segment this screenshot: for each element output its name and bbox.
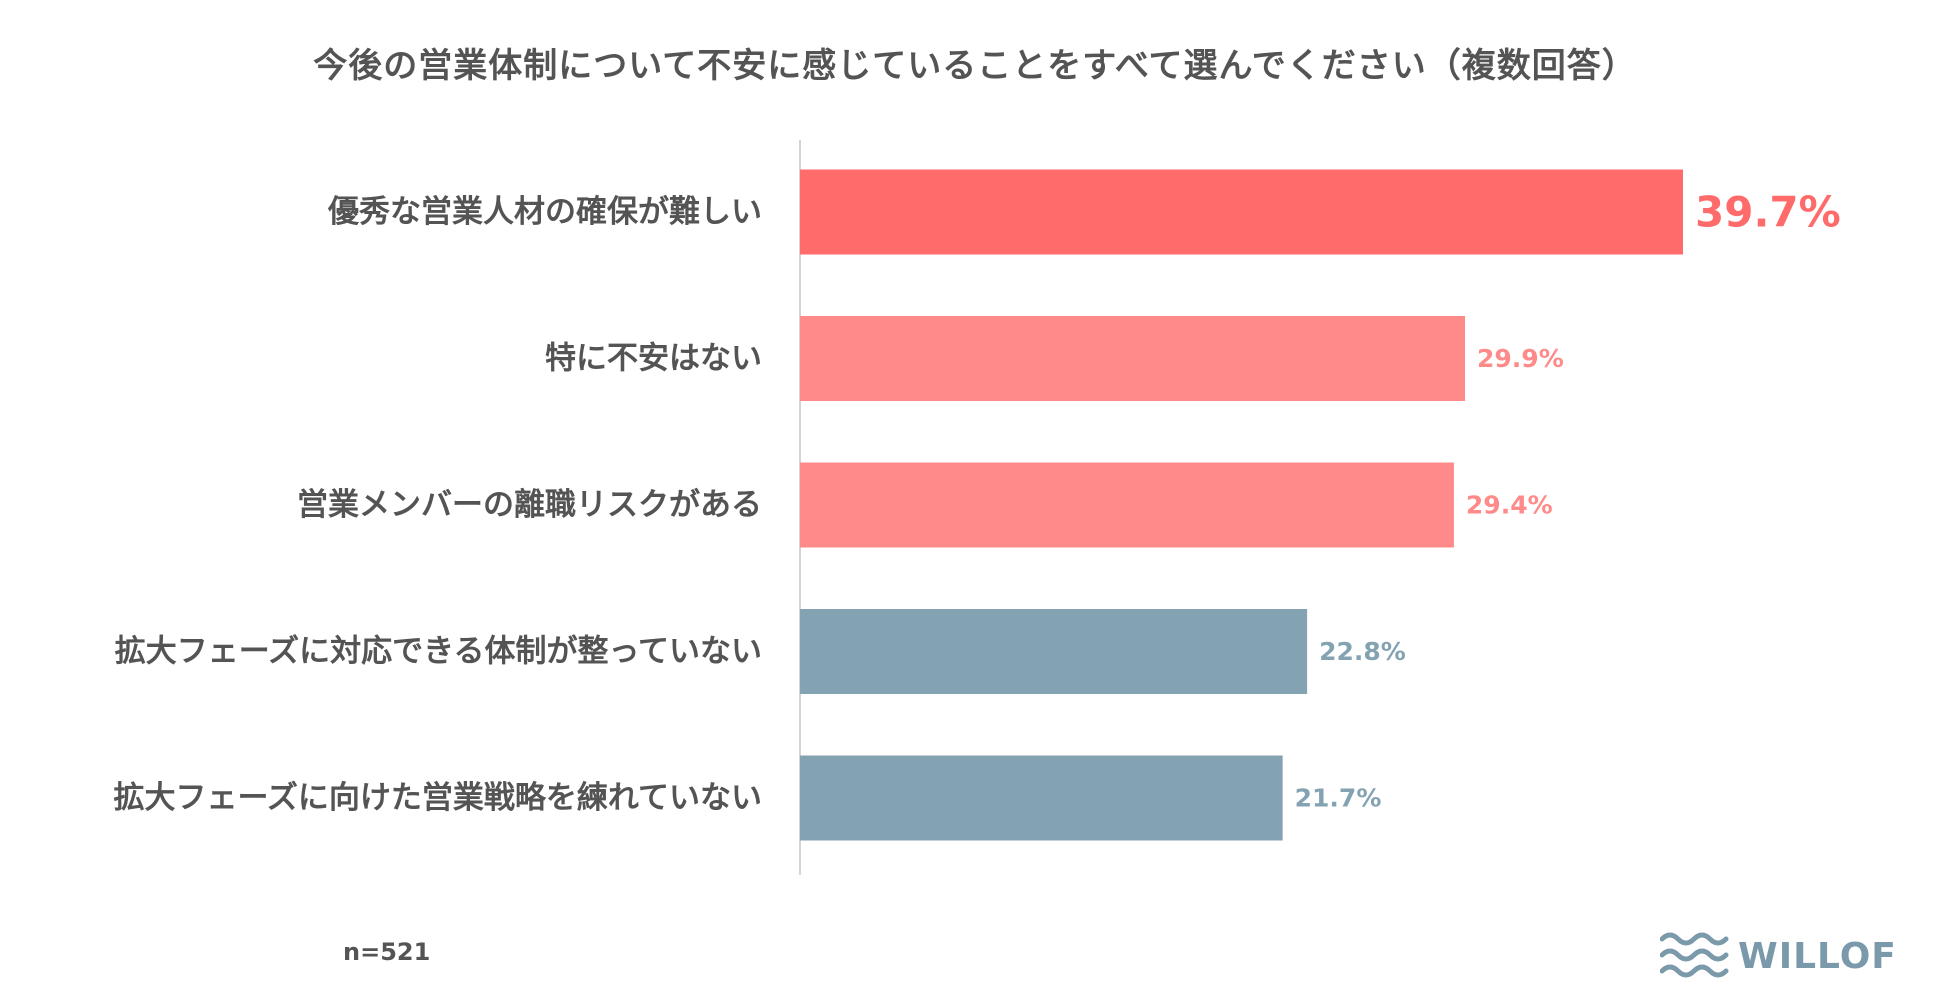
brand-logo: WILLOF xyxy=(1660,928,1897,984)
bar-2 xyxy=(800,316,1466,401)
brand-name: WILLOF xyxy=(1738,935,1897,977)
bar-1 xyxy=(800,169,1683,255)
chart-title: 今後の営業体制について不安に感じていることをすべて選んでください（複数回答） xyxy=(313,46,1637,86)
waves-icon xyxy=(1660,932,1729,978)
category-label-5: 拡大フェーズに向けた営業戦略を練れていない xyxy=(113,780,762,816)
category-label-3: 営業メンバーの離職リスクがある xyxy=(297,487,762,523)
bar-4 xyxy=(800,609,1308,694)
category-label-1: 優秀な営業人材の確保が難しい xyxy=(327,194,762,230)
bar-3 xyxy=(800,462,1454,548)
value-label-4: 22.8% xyxy=(1319,637,1406,666)
sample-size-note: n=521 xyxy=(343,938,431,966)
value-label-3: 29.4% xyxy=(1466,491,1553,520)
category-label-4: 拡大フェーズに対応できる体制が整っていない xyxy=(115,634,762,670)
bar-5 xyxy=(800,755,1283,841)
category-label-2: 特に不安はない xyxy=(545,341,762,377)
value-label-2: 29.9% xyxy=(1477,344,1564,373)
value-label-1: 39.7% xyxy=(1695,188,1841,237)
value-label-5: 21.7% xyxy=(1295,784,1382,813)
bars-group: 優秀な営業人材の確保が難しい 39.7% 特に不安はない 29.9% 営業メンバーの離職… xyxy=(113,169,1841,841)
